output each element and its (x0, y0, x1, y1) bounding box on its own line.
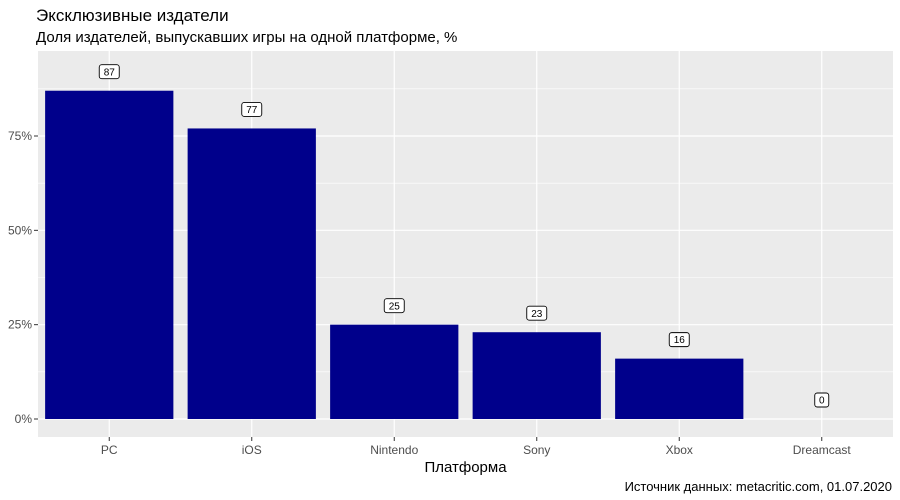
bar-xbox (615, 358, 744, 419)
bar-ios (187, 128, 316, 419)
source-caption: Источник данных: metacritic.com, 01.07.2… (624, 479, 892, 494)
x-tick-label: Sony (523, 443, 550, 457)
x-tick-label: Xbox (666, 443, 693, 457)
bar-sony (472, 332, 601, 419)
y-tick-label: 25% (8, 318, 32, 332)
y-tick-label: 0% (15, 412, 33, 426)
data-label: 0 (819, 396, 825, 407)
bar-pc (45, 90, 174, 419)
y-tick-label: 50% (8, 223, 32, 237)
chart-subtitle: Доля издателей, выпускавших игры на одно… (36, 29, 458, 46)
data-label-box (98, 64, 120, 80)
bar-nintendo (330, 324, 459, 419)
x-tick-label: iOS (242, 443, 262, 457)
data-label: 87 (104, 67, 116, 78)
data-label: 77 (246, 105, 258, 116)
x-tick-label: PC (101, 443, 118, 457)
plot-panel (38, 51, 893, 437)
y-tick-label: 75% (8, 129, 32, 143)
data-label-box (241, 102, 263, 117)
data-label: 16 (674, 335, 686, 346)
x-tick-label: Nintendo (370, 443, 418, 457)
x-axis-title: Платформа (424, 459, 507, 476)
data-label-box (668, 332, 690, 348)
data-label-box (383, 298, 405, 314)
data-label: 23 (531, 309, 543, 320)
data-label: 25 (389, 301, 401, 312)
chart-title: Эксклюзивные издатели (36, 6, 229, 25)
data-label-box (526, 305, 548, 321)
x-tick-label: Dreamcast (793, 443, 852, 457)
data-label-box (814, 392, 830, 408)
